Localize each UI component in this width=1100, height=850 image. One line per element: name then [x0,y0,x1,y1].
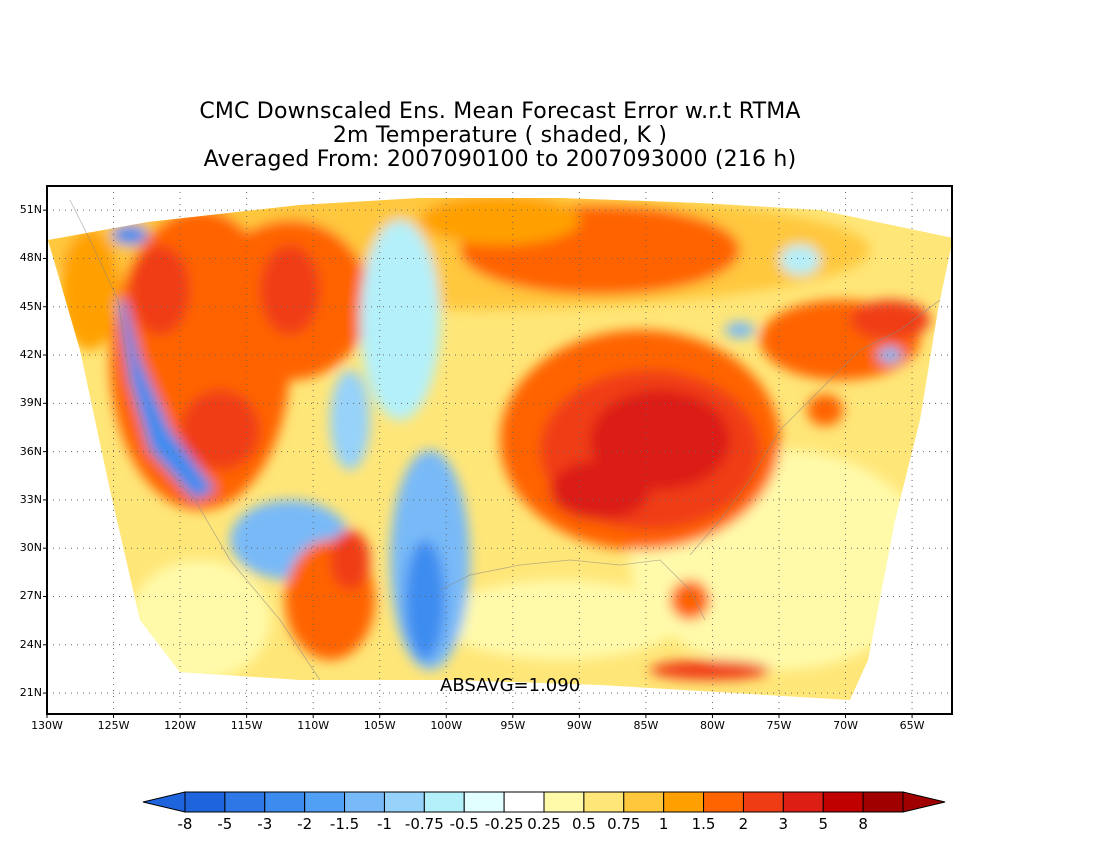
colorbar-swatch [862,791,904,813]
lon-tick-label: 105W [363,719,396,732]
colorbar-tick-label: -5 [217,815,233,833]
lon-tick-label: 75W [766,719,792,732]
temperature-error-field [48,198,953,700]
colorbar-swatch [423,791,465,813]
colorbar-swatch [264,791,306,813]
colorbar-swatch [184,791,226,813]
colorbar-tick-label: 1.5 [691,815,716,833]
colorbar-swatch [383,791,425,813]
colorbar-tick-label: 1 [658,815,669,833]
colorbar-swatch [463,791,505,813]
title-line-2: 2m Temperature ( shaded, K ) [332,123,668,148]
map-gridlines [46,186,952,714]
colorbar-swatch [623,791,665,813]
colorbar-tick-label: 3 [778,815,789,833]
colorbar-swatch [344,791,385,813]
lat-tick-label: 36N [19,444,42,458]
lat-tick-label: 24N [19,637,42,651]
lat-tick-label: 30N [19,541,42,555]
map-frame [46,185,953,715]
colorbar-high-arrow [902,791,946,813]
lon-tick-label: 85W [633,719,659,732]
colorbar-low-arrow [142,791,186,813]
colorbar-tick-label: -0.25 [484,815,524,833]
colorbar-swatch [304,791,346,813]
colorbar-tick-label: -8 [177,815,193,833]
colorbar-swatch [583,791,625,813]
lon-tick-label: 95W [500,719,526,732]
title-line-3: Averaged From: 2007090100 to 2007093000 … [203,147,797,172]
lat-tick-label: 21N [19,686,42,700]
colorbar [142,791,946,813]
colorbar-tick-label: -3 [257,815,273,833]
axis-ticks [43,209,913,718]
colorbar-tick-label: -1.5 [329,815,360,833]
colorbar-tick-label: -0.5 [449,815,479,833]
colorbar-swatch [503,791,545,813]
colorbar-swatch [663,791,705,813]
colorbar-swatch [782,791,824,813]
colorbar-tick-label: -0.75 [404,815,444,833]
lon-tick-label: 65W [899,719,925,732]
lon-tick-label: 90W [566,719,592,732]
lat-tick-label: 39N [19,396,42,410]
colorbar-tick-label: 0.25 [527,815,561,833]
colorbar-swatch [703,791,744,813]
colorbar-tick-label: 8 [858,815,868,833]
lon-tick-label: 110W [297,719,330,732]
lat-tick-label: 42N [19,348,42,362]
lat-tick-label: 45N [19,299,42,313]
colorbar-swatch [224,791,266,813]
colorbar-tick-label: 0.5 [571,815,596,833]
lat-tick-label: 27N [19,589,42,603]
coastline-lines [69,199,941,681]
colorbar-tick-label: -1 [376,815,392,833]
absavg-annotation: ABSAVG=1.090 [440,675,581,696]
colorbar-swatch [822,791,864,813]
colorbar-tick-label: 2 [738,815,749,833]
colorbar-swatch [543,791,585,813]
lon-tick-label: 100W [430,719,463,732]
lon-tick-label: 120W [164,719,197,732]
colorbar-tick-label: -2 [297,815,313,833]
lon-tick-label: 125W [97,719,130,732]
map-title: CMC Downscaled Ens. Mean Forecast Error … [0,100,1000,172]
lon-tick-label: 80W [700,719,725,732]
lat-tick-label: 48N [19,251,42,265]
lat-tick-label: 51N [19,203,42,217]
lon-tick-label: 130W [31,719,63,732]
colorbar-tick-label: 0.75 [607,815,641,833]
lon-tick-label: 115W [230,719,263,732]
title-line-1: CMC Downscaled Ens. Mean Forecast Error … [199,99,801,124]
lat-tick-label: 33N [19,492,42,506]
lon-tick-label: 70W [833,719,858,732]
colorbar-swatch [742,791,784,813]
colorbar-tick-label: 5 [818,815,828,833]
